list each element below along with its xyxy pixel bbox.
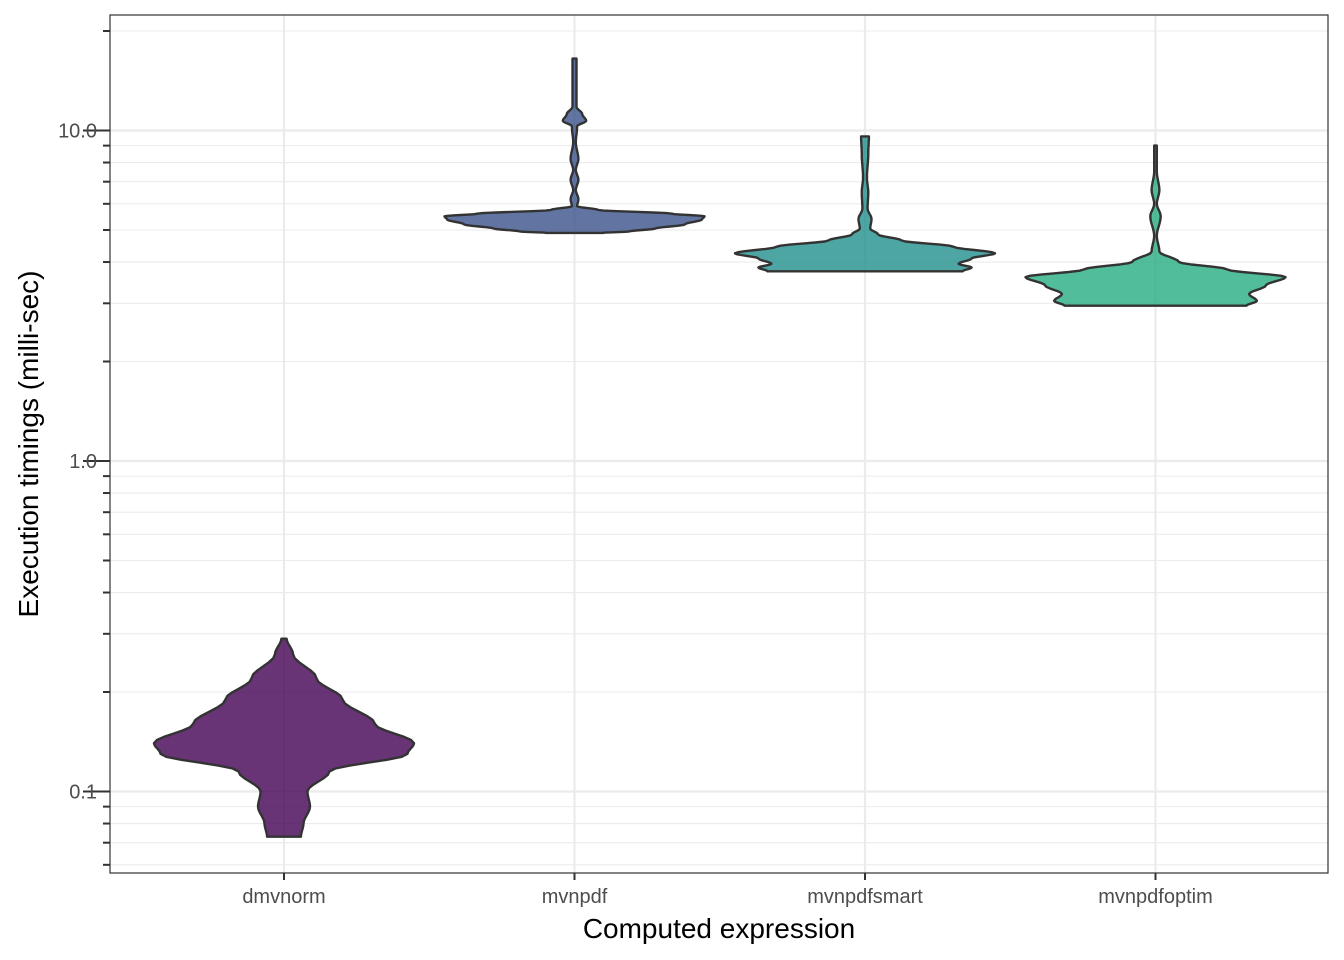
y-tick-label: 1.0 [69,451,97,473]
minor-gridlines [110,30,1328,866]
y-tick-label: 10.0 [58,121,97,143]
x-tick-label-mvnpdfsmart: mvnpdfsmart [807,886,923,908]
x-tick-label-mvnpdfoptim: mvnpdfoptim [1098,886,1213,908]
violin-dmvnorm [152,637,416,838]
x-tick-label-mvnpdf: mvnpdf [542,886,608,908]
x-axis: dmvnorm mvnpdf mvnpdfsmart mvnpdfoptim [242,873,1213,908]
x-axis-title: Computed expression [583,913,855,944]
y-tick-label: 0.1 [69,782,97,804]
x-tick-label-dmvnorm: dmvnorm [242,886,325,908]
violin-mvnpdfsmart [733,135,997,273]
y-axis: 0.1 1.0 10.0 [58,30,110,866]
plot-panel-border [109,14,1329,874]
y-axis-title: Execution timings (milli-sec) [13,271,44,618]
violin-mvnpdfoptim [1024,144,1287,307]
violins-layer [152,57,1287,838]
violin-mvnpdf [443,57,706,235]
